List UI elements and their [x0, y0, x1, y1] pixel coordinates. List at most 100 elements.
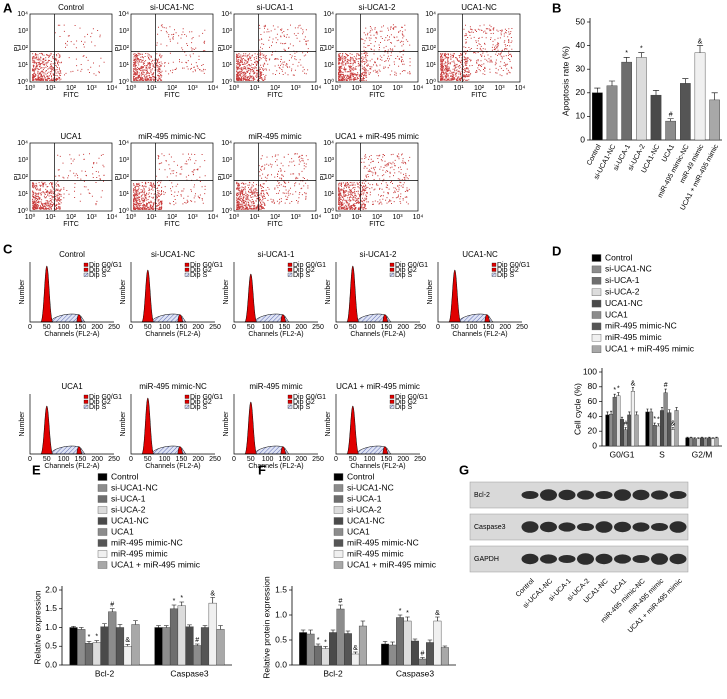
plot-title: miR-495 mimic-NC — [139, 382, 207, 391]
x-tick-label: 250 — [516, 324, 528, 331]
y-tick-label: 10⁴ — [17, 140, 28, 147]
histogram-g1 — [40, 265, 54, 323]
error-bar — [667, 118, 674, 122]
significance-marker: # — [110, 602, 114, 609]
x-tick-label: 250 — [414, 324, 426, 331]
significance-marker: & — [125, 637, 130, 644]
significance-marker: * — [88, 634, 91, 641]
y-tick-label: 80 — [588, 381, 598, 391]
x-tick-label: 0 — [129, 324, 133, 331]
x-tick-label: 10⁴ — [107, 214, 118, 221]
error-bar — [620, 416, 624, 420]
y-tick-label: 10⁰ — [221, 207, 232, 215]
axes — [335, 262, 420, 323]
x-tick-label: 100 — [364, 456, 376, 463]
bar — [69, 627, 78, 666]
x-tick-label: 250 — [209, 324, 221, 331]
legend-swatch — [591, 254, 602, 262]
legend-label: Dip G2 — [497, 267, 519, 274]
plot-title: Control — [58, 3, 84, 12]
error-bar — [71, 626, 76, 628]
x-tick-label: 150 — [381, 456, 393, 463]
legend-label: miR-495 mimic-NC — [347, 537, 419, 547]
x-axis-label: FITC — [164, 221, 180, 228]
x-tick-label: 10³ — [392, 85, 403, 92]
x-tick-label: 10³ — [86, 85, 97, 92]
legend-label: Dip S — [190, 404, 207, 411]
y-axis-label: Number — [19, 279, 26, 305]
y-tick-label: 10⁴ — [118, 11, 129, 18]
x-axis-label: Channels (FL2-A) — [248, 331, 303, 338]
blot-band — [614, 554, 631, 564]
bar — [77, 629, 86, 666]
blot-band — [521, 521, 539, 533]
x-tick-label: 0 — [334, 456, 338, 463]
y-tick-label: 10¹ — [324, 62, 335, 69]
bar — [656, 425, 661, 447]
x-tick-label: 10³ — [494, 85, 505, 92]
plot-frame — [130, 13, 214, 83]
error-bar — [133, 620, 138, 625]
y-tick-label: 10¹ — [119, 62, 130, 69]
legend-swatch — [97, 561, 108, 569]
y-tick-label: 40 — [576, 40, 586, 50]
plot-frame — [335, 142, 419, 212]
x-tick-label: G0/G1 — [609, 449, 634, 459]
legend-swatch — [287, 404, 293, 409]
y-axis-label: PI — [320, 45, 327, 52]
bar — [685, 437, 690, 447]
legend-swatch — [591, 299, 602, 308]
y-tick-label: 10⁴ — [17, 11, 28, 18]
legend-label: Dip G0/G1 — [190, 394, 223, 401]
legend-label: si-UCA1-NC — [605, 264, 652, 274]
legend-swatch — [184, 272, 190, 277]
blot-band — [632, 522, 650, 532]
legend-label: si-UCA-1 — [347, 493, 382, 503]
axes — [601, 368, 722, 447]
significance-marker: * — [180, 595, 183, 602]
blot-band — [614, 521, 631, 533]
legend-label: UCA1 — [347, 526, 370, 536]
legend-label: Control — [605, 252, 633, 262]
legend-label: Dip S — [293, 272, 310, 279]
legend-label: miR-495 mimic — [347, 548, 404, 558]
y-tick-label: 50 — [576, 16, 586, 26]
x-tick-label: Caspase3 — [396, 668, 435, 678]
error-bar — [606, 411, 609, 415]
y-tick-label: 10² — [222, 45, 233, 52]
bar — [169, 608, 179, 666]
significance-marker: * — [653, 416, 656, 423]
plot-frame — [437, 13, 521, 83]
y-tick-label: 10³ — [222, 157, 233, 164]
y-tick-label: 10³ — [222, 28, 233, 35]
blot-band — [669, 491, 687, 499]
x-tick-label: 200 — [499, 324, 511, 331]
plot-frame — [29, 13, 113, 83]
y-tick-label: 10² — [222, 174, 233, 181]
bar — [627, 414, 632, 447]
significance-marker: # — [664, 382, 668, 389]
y-axis-label: PI — [320, 174, 327, 181]
x-tick-label: 10⁴ — [413, 214, 424, 221]
y-tick-label: 10⁰ — [323, 78, 334, 86]
x-tick-label: 100 — [159, 324, 171, 331]
bar — [344, 633, 352, 666]
error-bar — [671, 427, 675, 430]
bar — [696, 438, 701, 447]
x-axis-label: Channels (FL2-A) — [350, 331, 405, 338]
bar — [714, 437, 719, 447]
legend-swatch — [333, 495, 344, 503]
error-bar — [704, 437, 707, 439]
plot-title: UCA1-NC — [462, 250, 498, 259]
bar — [426, 642, 434, 666]
legend-label: Dip S — [190, 272, 207, 279]
y-tick-label: 1.5 — [45, 603, 57, 613]
x-tick-label: 200 — [397, 456, 409, 463]
error-bar — [609, 410, 613, 415]
plot-frame — [233, 13, 317, 83]
y-axis-label: Number — [223, 279, 230, 305]
x-tick-label: 10¹ — [249, 85, 260, 92]
legend-swatch — [97, 473, 108, 481]
error-bar — [608, 80, 616, 86]
plot-frame — [130, 142, 214, 212]
